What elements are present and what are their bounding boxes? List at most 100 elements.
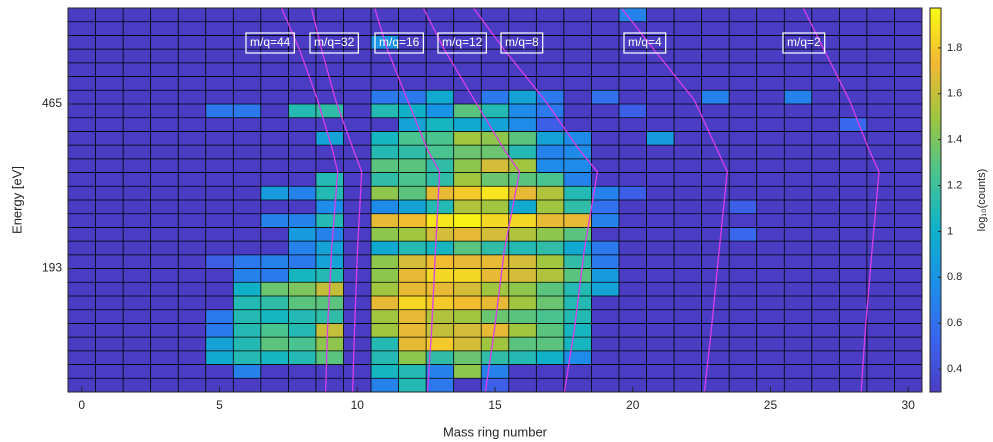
heatmap-cell	[315, 296, 344, 310]
heatmap-cell	[536, 323, 564, 338]
heatmap-cell	[371, 254, 399, 269]
heatmap-cell	[398, 186, 427, 200]
heatmap-cell	[288, 337, 316, 351]
heatmap-cell	[481, 241, 509, 255]
heatmap-cell	[536, 227, 564, 242]
heatmap-cell	[315, 254, 344, 269]
heatmap-cell	[453, 213, 482, 228]
curve-label-text: m/q=44	[250, 35, 291, 49]
colorbar-tick-label: 0.8	[947, 271, 962, 283]
heatmap-cell	[453, 309, 482, 324]
colorbar-tick-label: 0.4	[947, 363, 962, 375]
heatmap-cell	[563, 158, 592, 173]
heatmap-cell	[398, 241, 427, 255]
heatmap-cell	[371, 268, 399, 283]
heatmap-cell	[453, 337, 482, 351]
heatmap-cell	[453, 296, 482, 310]
heatmap-cell	[398, 172, 427, 187]
heatmap-cell	[453, 350, 482, 365]
heatmap-cell	[481, 296, 509, 310]
heatmap-cell	[371, 131, 399, 146]
heatmap-cell	[288, 268, 316, 283]
heatmap-cell	[315, 350, 344, 365]
x-tick-label: 25	[764, 398, 778, 412]
heatmap-cell	[371, 378, 399, 392]
heatmap-cell	[508, 90, 537, 104]
heatmap-cell	[536, 131, 564, 146]
heatmap-cell	[453, 158, 482, 173]
heatmap-cell	[508, 200, 537, 214]
heatmap-cell	[508, 323, 537, 338]
heatmap-cell	[205, 254, 234, 269]
heatmap-cell	[426, 282, 454, 296]
heatmap-cell	[536, 158, 564, 173]
heatmap-cell	[536, 296, 564, 310]
heatmap-cell	[481, 145, 509, 159]
heatmap-cell	[563, 282, 592, 296]
heatmap-cell	[591, 241, 619, 255]
heatmap-cell	[371, 282, 399, 296]
heatmap-cell	[398, 131, 427, 146]
heatmap-cell	[563, 131, 592, 146]
curve-label: m/q=2	[782, 32, 826, 54]
heatmap-cell	[729, 227, 757, 242]
curve-label-box	[245, 32, 295, 54]
heatmap-cell	[205, 104, 234, 118]
heatmap-cell	[398, 296, 427, 310]
heatmap-cell	[398, 90, 427, 104]
heatmap-cell	[508, 117, 537, 132]
heatmap-cell	[508, 241, 537, 255]
heatmap-cell	[426, 378, 454, 392]
heatmap-cell	[371, 227, 399, 242]
heatmap-cell	[481, 364, 509, 379]
heatmap-cell	[426, 254, 454, 269]
heatmap-cell	[563, 323, 592, 338]
mass-curve	[310, 7, 363, 393]
heatmap-cell	[591, 254, 619, 269]
heatmap-cell	[563, 241, 592, 255]
mass-curve	[620, 7, 728, 393]
heatmap-cell	[398, 323, 427, 338]
y-tick-label: 465	[42, 96, 62, 110]
curve-label: m/q=32	[309, 32, 359, 54]
heatmap-cell	[260, 268, 289, 283]
curve-label: m/q=44	[245, 32, 295, 54]
heatmap-cell	[591, 268, 619, 283]
heatmap-cell	[536, 241, 564, 255]
heatmap-cell	[591, 282, 619, 296]
heatmap-cell	[618, 8, 647, 22]
mass-curve	[472, 7, 599, 393]
heatmap-cell	[701, 90, 730, 104]
heatmap-cell	[315, 241, 344, 255]
heatmap-cell	[536, 350, 564, 365]
heatmap-cell	[371, 323, 399, 338]
heatmap-cell	[481, 337, 509, 351]
colorbar-tick-label: 1.2	[947, 179, 962, 191]
mass-curve	[422, 7, 521, 393]
heatmap-cell	[260, 309, 289, 324]
heatmap-cell	[453, 104, 482, 118]
heatmap-cell	[398, 350, 427, 365]
heatmap-cell	[453, 254, 482, 269]
heatmap-cell	[398, 309, 427, 324]
heatmap-cell	[563, 254, 592, 269]
heatmap-cell	[481, 131, 509, 146]
heatmap-cell	[453, 268, 482, 283]
x-tick-label: 15	[488, 398, 502, 412]
heatmap-cell	[398, 268, 427, 283]
heatmap-cell	[508, 309, 537, 324]
heatmap-cell	[233, 309, 261, 324]
heatmap-cell	[453, 131, 482, 146]
heatmap-cell	[729, 200, 757, 214]
curve-label-box	[437, 32, 487, 54]
heatmap-cell	[371, 158, 399, 173]
y-tick-label: 193	[42, 261, 62, 275]
x-tick-label: 0	[78, 398, 85, 412]
heatmap-cell	[398, 282, 427, 296]
heatmap-cell	[591, 90, 619, 104]
heatmap-cell	[508, 186, 537, 200]
heatmap-cell	[481, 117, 509, 132]
heatmap-cell	[371, 309, 399, 324]
heatmap-cell	[371, 241, 399, 255]
heatmap-cell	[288, 309, 316, 324]
